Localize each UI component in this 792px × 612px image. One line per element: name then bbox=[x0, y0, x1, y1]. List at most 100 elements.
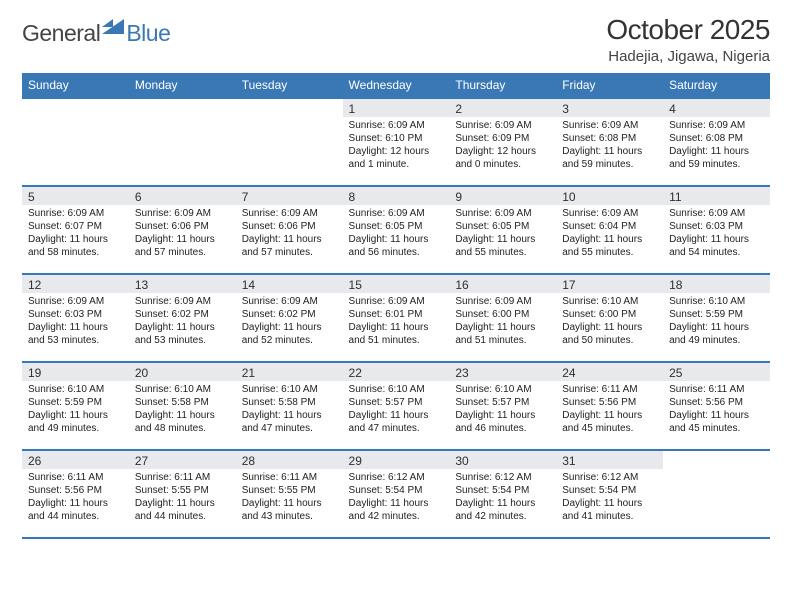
sunrise-line: Sunrise: 6:10 AM bbox=[28, 383, 123, 396]
weekday-header: Sunday bbox=[22, 73, 129, 98]
day-number: 10 bbox=[556, 187, 663, 205]
sunset-line: Sunset: 5:55 PM bbox=[135, 484, 230, 497]
sunset-line: Sunset: 5:54 PM bbox=[455, 484, 550, 497]
daylight-line: Daylight: 11 hours and 56 minutes. bbox=[349, 233, 444, 259]
day-number: 25 bbox=[663, 363, 770, 381]
day-number bbox=[129, 99, 236, 117]
header: General Blue October 2025 Hadejia, Jigaw… bbox=[22, 14, 770, 65]
weekday-header: Tuesday bbox=[236, 73, 343, 98]
cell-body: Sunrise: 6:09 AMSunset: 6:05 PMDaylight:… bbox=[449, 205, 556, 263]
calendar-cell: 22Sunrise: 6:10 AMSunset: 5:57 PMDayligh… bbox=[343, 362, 450, 450]
sunrise-line: Sunrise: 6:12 AM bbox=[455, 471, 550, 484]
daylight-line: Daylight: 11 hours and 51 minutes. bbox=[455, 321, 550, 347]
sunrise-line: Sunrise: 6:09 AM bbox=[562, 207, 657, 220]
sunset-line: Sunset: 5:56 PM bbox=[562, 396, 657, 409]
daylight-line: Daylight: 11 hours and 45 minutes. bbox=[562, 409, 657, 435]
day-number: 20 bbox=[129, 363, 236, 381]
sunrise-line: Sunrise: 6:09 AM bbox=[135, 207, 230, 220]
sunrise-line: Sunrise: 6:10 AM bbox=[349, 383, 444, 396]
calendar-cell: 27Sunrise: 6:11 AMSunset: 5:55 PMDayligh… bbox=[129, 450, 236, 538]
sunset-line: Sunset: 6:00 PM bbox=[455, 308, 550, 321]
cell-body: Sunrise: 6:10 AMSunset: 6:00 PMDaylight:… bbox=[556, 293, 663, 351]
daylight-line: Daylight: 11 hours and 49 minutes. bbox=[28, 409, 123, 435]
daylight-line: Daylight: 11 hours and 46 minutes. bbox=[455, 409, 550, 435]
calendar-week-row: 19Sunrise: 6:10 AMSunset: 5:59 PMDayligh… bbox=[22, 362, 770, 450]
daylight-line: Daylight: 11 hours and 49 minutes. bbox=[669, 321, 764, 347]
daylight-line: Daylight: 11 hours and 59 minutes. bbox=[562, 145, 657, 171]
sunset-line: Sunset: 5:56 PM bbox=[669, 396, 764, 409]
sunset-line: Sunset: 6:00 PM bbox=[562, 308, 657, 321]
day-number: 2 bbox=[449, 99, 556, 117]
daylight-line: Daylight: 11 hours and 59 minutes. bbox=[669, 145, 764, 171]
sunrise-line: Sunrise: 6:11 AM bbox=[242, 471, 337, 484]
sunrise-line: Sunrise: 6:09 AM bbox=[28, 295, 123, 308]
cell-body: Sunrise: 6:09 AMSunset: 6:01 PMDaylight:… bbox=[343, 293, 450, 351]
sunrise-line: Sunrise: 6:10 AM bbox=[135, 383, 230, 396]
day-number: 26 bbox=[22, 451, 129, 469]
daylight-line: Daylight: 11 hours and 44 minutes. bbox=[135, 497, 230, 523]
cell-body: Sunrise: 6:10 AMSunset: 5:58 PMDaylight:… bbox=[129, 381, 236, 439]
calendar-cell: 8Sunrise: 6:09 AMSunset: 6:05 PMDaylight… bbox=[343, 186, 450, 274]
calendar-table: SundayMondayTuesdayWednesdayThursdayFrid… bbox=[22, 73, 770, 539]
sunrise-line: Sunrise: 6:09 AM bbox=[349, 295, 444, 308]
daylight-line: Daylight: 11 hours and 48 minutes. bbox=[135, 409, 230, 435]
day-number: 7 bbox=[236, 187, 343, 205]
cell-body: Sunrise: 6:12 AMSunset: 5:54 PMDaylight:… bbox=[556, 469, 663, 527]
calendar-cell bbox=[129, 98, 236, 186]
calendar-cell: 25Sunrise: 6:11 AMSunset: 5:56 PMDayligh… bbox=[663, 362, 770, 450]
calendar-cell: 1Sunrise: 6:09 AMSunset: 6:10 PMDaylight… bbox=[343, 98, 450, 186]
cell-body: Sunrise: 6:11 AMSunset: 5:56 PMDaylight:… bbox=[663, 381, 770, 439]
calendar-week-row: 5Sunrise: 6:09 AMSunset: 6:07 PMDaylight… bbox=[22, 186, 770, 274]
daylight-line: Daylight: 12 hours and 0 minutes. bbox=[455, 145, 550, 171]
cell-body: Sunrise: 6:11 AMSunset: 5:56 PMDaylight:… bbox=[556, 381, 663, 439]
day-number: 28 bbox=[236, 451, 343, 469]
cell-body: Sunrise: 6:12 AMSunset: 5:54 PMDaylight:… bbox=[449, 469, 556, 527]
cell-body: Sunrise: 6:11 AMSunset: 5:55 PMDaylight:… bbox=[129, 469, 236, 527]
weekday-header: Saturday bbox=[663, 73, 770, 98]
calendar-cell: 10Sunrise: 6:09 AMSunset: 6:04 PMDayligh… bbox=[556, 186, 663, 274]
calendar-cell: 14Sunrise: 6:09 AMSunset: 6:02 PMDayligh… bbox=[236, 274, 343, 362]
calendar-cell: 31Sunrise: 6:12 AMSunset: 5:54 PMDayligh… bbox=[556, 450, 663, 538]
cell-body: Sunrise: 6:10 AMSunset: 5:59 PMDaylight:… bbox=[663, 293, 770, 351]
day-number: 9 bbox=[449, 187, 556, 205]
cell-body: Sunrise: 6:09 AMSunset: 6:08 PMDaylight:… bbox=[663, 117, 770, 175]
day-number: 14 bbox=[236, 275, 343, 293]
cell-body: Sunrise: 6:09 AMSunset: 6:06 PMDaylight:… bbox=[236, 205, 343, 263]
sunset-line: Sunset: 6:02 PM bbox=[242, 308, 337, 321]
daylight-line: Daylight: 11 hours and 53 minutes. bbox=[135, 321, 230, 347]
cell-body: Sunrise: 6:09 AMSunset: 6:08 PMDaylight:… bbox=[556, 117, 663, 175]
sunset-line: Sunset: 5:59 PM bbox=[669, 308, 764, 321]
daylight-line: Daylight: 11 hours and 42 minutes. bbox=[455, 497, 550, 523]
sunset-line: Sunset: 5:57 PM bbox=[455, 396, 550, 409]
weekday-header: Thursday bbox=[449, 73, 556, 98]
day-number: 23 bbox=[449, 363, 556, 381]
logo-text-general: General bbox=[22, 20, 100, 47]
day-number: 24 bbox=[556, 363, 663, 381]
cell-body: Sunrise: 6:10 AMSunset: 5:57 PMDaylight:… bbox=[449, 381, 556, 439]
day-number: 21 bbox=[236, 363, 343, 381]
day-number: 29 bbox=[343, 451, 450, 469]
calendar-cell: 16Sunrise: 6:09 AMSunset: 6:00 PMDayligh… bbox=[449, 274, 556, 362]
calendar-cell: 12Sunrise: 6:09 AMSunset: 6:03 PMDayligh… bbox=[22, 274, 129, 362]
day-number: 11 bbox=[663, 187, 770, 205]
day-number: 19 bbox=[22, 363, 129, 381]
weekday-header-row: SundayMondayTuesdayWednesdayThursdayFrid… bbox=[22, 73, 770, 98]
daylight-line: Daylight: 11 hours and 44 minutes. bbox=[28, 497, 123, 523]
sunset-line: Sunset: 6:02 PM bbox=[135, 308, 230, 321]
cell-body: Sunrise: 6:09 AMSunset: 6:03 PMDaylight:… bbox=[22, 293, 129, 351]
logo-mark-icon bbox=[102, 16, 124, 34]
cell-body: Sunrise: 6:09 AMSunset: 6:06 PMDaylight:… bbox=[129, 205, 236, 263]
day-number bbox=[22, 99, 129, 117]
calendar-cell: 15Sunrise: 6:09 AMSunset: 6:01 PMDayligh… bbox=[343, 274, 450, 362]
day-number: 12 bbox=[22, 275, 129, 293]
calendar-week-row: 1Sunrise: 6:09 AMSunset: 6:10 PMDaylight… bbox=[22, 98, 770, 186]
cell-body: Sunrise: 6:09 AMSunset: 6:07 PMDaylight:… bbox=[22, 205, 129, 263]
calendar-cell: 9Sunrise: 6:09 AMSunset: 6:05 PMDaylight… bbox=[449, 186, 556, 274]
sunrise-line: Sunrise: 6:09 AM bbox=[669, 119, 764, 132]
sunrise-line: Sunrise: 6:09 AM bbox=[242, 207, 337, 220]
calendar-cell: 20Sunrise: 6:10 AMSunset: 5:58 PMDayligh… bbox=[129, 362, 236, 450]
day-number: 6 bbox=[129, 187, 236, 205]
sunrise-line: Sunrise: 6:12 AM bbox=[562, 471, 657, 484]
day-number: 27 bbox=[129, 451, 236, 469]
daylight-line: Daylight: 12 hours and 1 minute. bbox=[349, 145, 444, 171]
